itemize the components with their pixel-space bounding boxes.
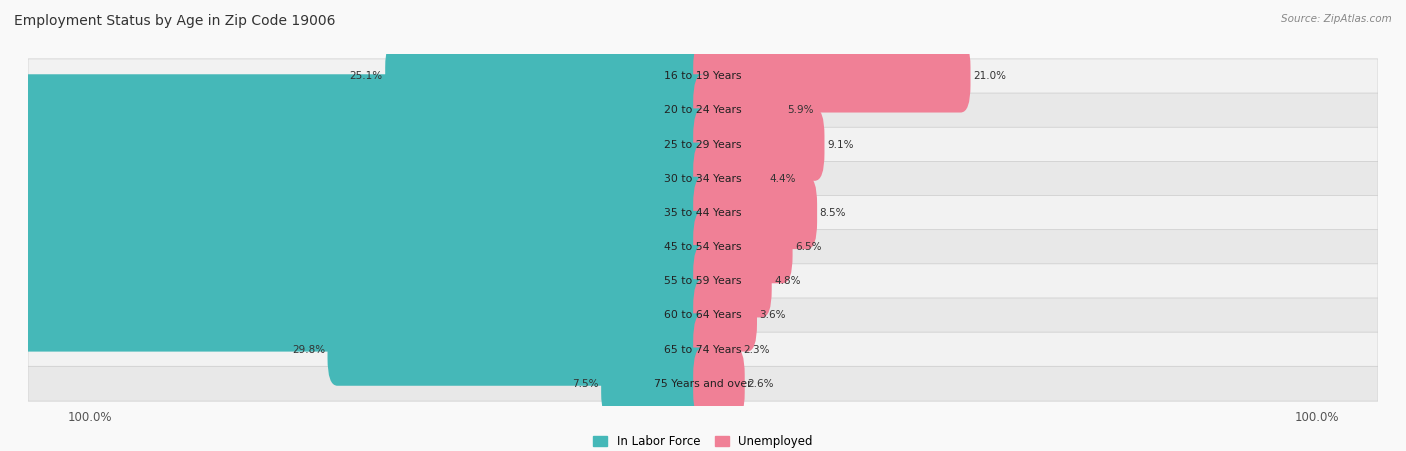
Text: Source: ZipAtlas.com: Source: ZipAtlas.com <box>1281 14 1392 23</box>
Text: 55 to 59 Years: 55 to 59 Years <box>664 276 742 286</box>
FancyBboxPatch shape <box>0 143 713 215</box>
Text: 5.9%: 5.9% <box>787 106 814 115</box>
FancyBboxPatch shape <box>693 74 785 147</box>
Text: 35 to 44 Years: 35 to 44 Years <box>664 208 742 218</box>
FancyBboxPatch shape <box>28 230 1378 264</box>
FancyBboxPatch shape <box>0 245 713 318</box>
Text: 7.5%: 7.5% <box>572 379 599 389</box>
FancyBboxPatch shape <box>693 40 970 112</box>
Text: 3.6%: 3.6% <box>759 310 786 320</box>
Text: 8.5%: 8.5% <box>820 208 846 218</box>
FancyBboxPatch shape <box>693 108 824 181</box>
Text: 16 to 19 Years: 16 to 19 Years <box>664 71 742 81</box>
Text: 21.0%: 21.0% <box>973 71 1005 81</box>
FancyBboxPatch shape <box>693 143 766 215</box>
Text: 25 to 29 Years: 25 to 29 Years <box>664 140 742 150</box>
Text: Employment Status by Age in Zip Code 19006: Employment Status by Age in Zip Code 190… <box>14 14 336 28</box>
FancyBboxPatch shape <box>693 279 756 352</box>
FancyBboxPatch shape <box>28 332 1378 367</box>
FancyBboxPatch shape <box>28 196 1378 230</box>
FancyBboxPatch shape <box>0 74 713 147</box>
FancyBboxPatch shape <box>0 211 713 283</box>
FancyBboxPatch shape <box>328 313 713 386</box>
Text: 2.3%: 2.3% <box>744 345 770 354</box>
FancyBboxPatch shape <box>385 40 713 112</box>
FancyBboxPatch shape <box>0 177 713 249</box>
FancyBboxPatch shape <box>28 93 1378 128</box>
FancyBboxPatch shape <box>28 298 1378 333</box>
Text: 4.4%: 4.4% <box>769 174 796 184</box>
Text: 2.6%: 2.6% <box>747 379 773 389</box>
Text: 9.1%: 9.1% <box>827 140 853 150</box>
Text: 20 to 24 Years: 20 to 24 Years <box>664 106 742 115</box>
Text: 45 to 54 Years: 45 to 54 Years <box>664 242 742 252</box>
Text: 29.8%: 29.8% <box>292 345 325 354</box>
FancyBboxPatch shape <box>28 127 1378 162</box>
FancyBboxPatch shape <box>28 59 1378 94</box>
FancyBboxPatch shape <box>28 161 1378 196</box>
Text: 30 to 34 Years: 30 to 34 Years <box>664 174 742 184</box>
FancyBboxPatch shape <box>693 211 793 283</box>
Text: 6.5%: 6.5% <box>794 242 821 252</box>
Legend: In Labor Force, Unemployed: In Labor Force, Unemployed <box>589 430 817 451</box>
Text: 4.8%: 4.8% <box>775 276 800 286</box>
FancyBboxPatch shape <box>0 108 713 181</box>
FancyBboxPatch shape <box>0 279 713 352</box>
Text: 75 Years and over: 75 Years and over <box>654 379 752 389</box>
FancyBboxPatch shape <box>693 348 745 420</box>
FancyBboxPatch shape <box>602 348 713 420</box>
Text: 25.1%: 25.1% <box>350 71 382 81</box>
FancyBboxPatch shape <box>693 313 741 386</box>
Text: 65 to 74 Years: 65 to 74 Years <box>664 345 742 354</box>
FancyBboxPatch shape <box>693 245 772 318</box>
FancyBboxPatch shape <box>28 366 1378 401</box>
Text: 60 to 64 Years: 60 to 64 Years <box>664 310 742 320</box>
FancyBboxPatch shape <box>28 264 1378 299</box>
FancyBboxPatch shape <box>693 177 817 249</box>
